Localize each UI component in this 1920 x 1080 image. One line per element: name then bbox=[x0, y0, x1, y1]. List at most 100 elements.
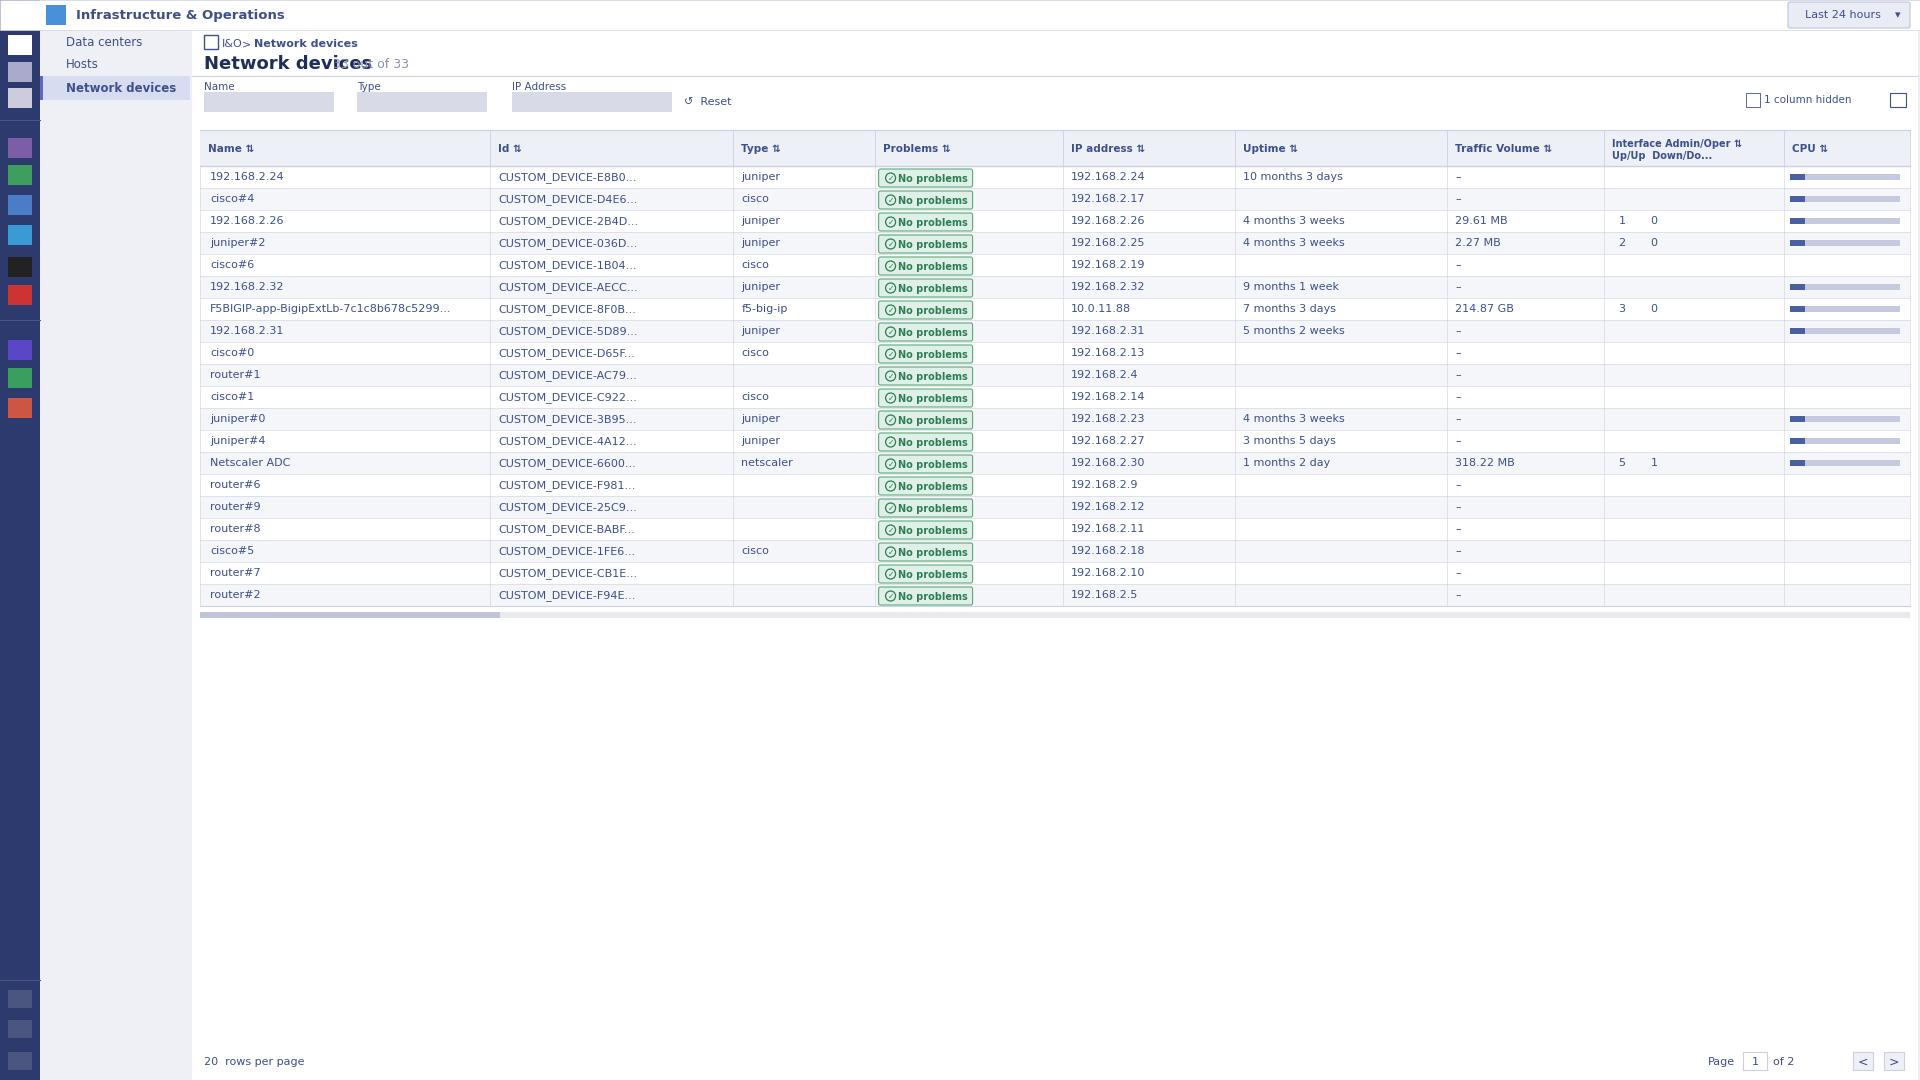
Text: –: – bbox=[1455, 568, 1461, 579]
Text: router#9: router#9 bbox=[209, 502, 261, 513]
Text: CUSTOM_DEVICE-25C9...: CUSTOM_DEVICE-25C9... bbox=[497, 502, 637, 513]
Text: Hosts: Hosts bbox=[65, 58, 98, 71]
Text: juniper#2: juniper#2 bbox=[209, 239, 265, 248]
FancyBboxPatch shape bbox=[879, 301, 973, 319]
Text: 192.168.2.5: 192.168.2.5 bbox=[1071, 591, 1139, 600]
Text: CUSTOM_DEVICE-2B4D...: CUSTOM_DEVICE-2B4D... bbox=[497, 216, 637, 227]
Bar bbox=[8, 368, 33, 388]
Text: 192.168.2.9: 192.168.2.9 bbox=[1071, 481, 1139, 490]
Bar bbox=[200, 130, 1910, 166]
Text: CUSTOM_DEVICE-6600...: CUSTOM_DEVICE-6600... bbox=[497, 458, 636, 469]
Bar bbox=[8, 195, 33, 215]
Text: juniper: juniper bbox=[741, 436, 780, 446]
Text: No problems: No problems bbox=[899, 372, 968, 381]
Text: –: – bbox=[1455, 415, 1461, 424]
Text: Name ⇅: Name ⇅ bbox=[207, 144, 253, 154]
FancyBboxPatch shape bbox=[879, 411, 973, 429]
Text: ✓: ✓ bbox=[887, 328, 895, 337]
Text: No problems: No problems bbox=[899, 569, 968, 580]
Text: ✓: ✓ bbox=[887, 218, 895, 227]
Text: No problems: No problems bbox=[899, 283, 968, 294]
FancyBboxPatch shape bbox=[879, 543, 973, 561]
Text: 1: 1 bbox=[1751, 1057, 1759, 1067]
Text: CUSTOM_DEVICE-3B95...: CUSTOM_DEVICE-3B95... bbox=[497, 414, 637, 424]
FancyBboxPatch shape bbox=[879, 191, 973, 210]
FancyBboxPatch shape bbox=[879, 499, 973, 517]
Text: 192.168.2.14: 192.168.2.14 bbox=[1071, 392, 1146, 403]
Text: juniper#0: juniper#0 bbox=[209, 415, 265, 424]
Bar bbox=[200, 612, 1910, 618]
Text: 318.22 MB: 318.22 MB bbox=[1455, 459, 1515, 469]
Bar bbox=[200, 232, 1910, 254]
Text: ✓: ✓ bbox=[887, 460, 895, 469]
Text: ✓: ✓ bbox=[887, 592, 895, 600]
Text: 192.168.2.23: 192.168.2.23 bbox=[1071, 415, 1146, 424]
Bar bbox=[1791, 328, 1901, 334]
Bar bbox=[200, 364, 1910, 386]
Text: Type: Type bbox=[357, 82, 380, 92]
Text: Type ⇅: Type ⇅ bbox=[741, 144, 781, 154]
Bar bbox=[200, 254, 1910, 276]
Text: Traffic Volume ⇅: Traffic Volume ⇅ bbox=[1455, 144, 1553, 154]
Text: 192.168.2.24: 192.168.2.24 bbox=[1071, 173, 1146, 183]
Text: 0: 0 bbox=[1651, 216, 1657, 227]
Text: cisco#0: cisco#0 bbox=[209, 349, 253, 359]
Bar bbox=[200, 386, 1910, 408]
Text: CUSTOM_DEVICE-D65F...: CUSTOM_DEVICE-D65F... bbox=[497, 348, 636, 359]
Bar bbox=[200, 210, 1910, 232]
Bar bbox=[1791, 328, 1805, 334]
Text: ✓: ✓ bbox=[887, 503, 895, 513]
Text: ▾: ▾ bbox=[1895, 11, 1901, 21]
Bar bbox=[357, 92, 488, 112]
Bar bbox=[1791, 416, 1901, 422]
Bar bbox=[8, 1020, 33, 1038]
Text: No problems: No problems bbox=[899, 459, 968, 470]
Bar bbox=[40, 76, 42, 100]
Text: 192.168.2.26: 192.168.2.26 bbox=[1071, 216, 1146, 227]
Bar bbox=[200, 453, 1910, 474]
Text: cisco#1: cisco#1 bbox=[209, 392, 253, 403]
Bar bbox=[1791, 284, 1805, 291]
FancyBboxPatch shape bbox=[879, 257, 973, 275]
Text: ✓: ✓ bbox=[887, 284, 895, 293]
Text: –: – bbox=[1455, 591, 1461, 600]
Bar bbox=[46, 5, 65, 25]
FancyBboxPatch shape bbox=[879, 565, 973, 583]
Text: –: – bbox=[1455, 525, 1461, 535]
Text: 0: 0 bbox=[1651, 305, 1657, 314]
Text: Data centers: Data centers bbox=[65, 36, 142, 49]
FancyBboxPatch shape bbox=[879, 455, 973, 473]
Bar bbox=[200, 408, 1910, 430]
Text: F5BIGIP-app-BigipExtLb-7c1c8b678c5299...: F5BIGIP-app-BigipExtLb-7c1c8b678c5299... bbox=[209, 305, 451, 314]
Text: No problems: No problems bbox=[899, 526, 968, 536]
Text: CUSTOM_DEVICE-C922...: CUSTOM_DEVICE-C922... bbox=[497, 392, 637, 403]
Bar bbox=[8, 87, 33, 108]
Text: CUSTOM_DEVICE-036D...: CUSTOM_DEVICE-036D... bbox=[497, 238, 637, 249]
Bar bbox=[8, 165, 33, 185]
Text: cisco: cisco bbox=[741, 392, 770, 403]
Text: juniper: juniper bbox=[741, 239, 780, 248]
Bar bbox=[200, 584, 1910, 606]
Text: 10 months 3 days: 10 months 3 days bbox=[1244, 173, 1344, 183]
Bar bbox=[8, 6, 33, 26]
Bar bbox=[200, 518, 1910, 540]
Text: No problems: No problems bbox=[899, 306, 968, 315]
Bar bbox=[1791, 174, 1805, 180]
FancyBboxPatch shape bbox=[879, 213, 973, 231]
Text: >: > bbox=[1889, 1055, 1899, 1068]
Text: 33 out of 33: 33 out of 33 bbox=[328, 57, 409, 70]
Text: CUSTOM_DEVICE-1FE6...: CUSTOM_DEVICE-1FE6... bbox=[497, 546, 636, 557]
Text: 192.168.2.32: 192.168.2.32 bbox=[209, 283, 284, 293]
Text: No problems: No problems bbox=[899, 240, 968, 249]
Text: 192.168.2.13: 192.168.2.13 bbox=[1071, 349, 1144, 359]
Bar bbox=[1745, 93, 1761, 107]
FancyBboxPatch shape bbox=[879, 168, 973, 187]
Text: Uptime ⇅: Uptime ⇅ bbox=[1244, 144, 1298, 154]
Text: 192.168.2.17: 192.168.2.17 bbox=[1071, 194, 1146, 204]
Text: ✓: ✓ bbox=[887, 548, 895, 557]
Text: CUSTOM_DEVICE-F981...: CUSTOM_DEVICE-F981... bbox=[497, 480, 636, 491]
Text: ✓: ✓ bbox=[887, 261, 895, 271]
Text: CUSTOM_DEVICE-4A12...: CUSTOM_DEVICE-4A12... bbox=[497, 436, 637, 447]
Bar bbox=[8, 1052, 33, 1070]
Text: ✓: ✓ bbox=[887, 526, 895, 535]
